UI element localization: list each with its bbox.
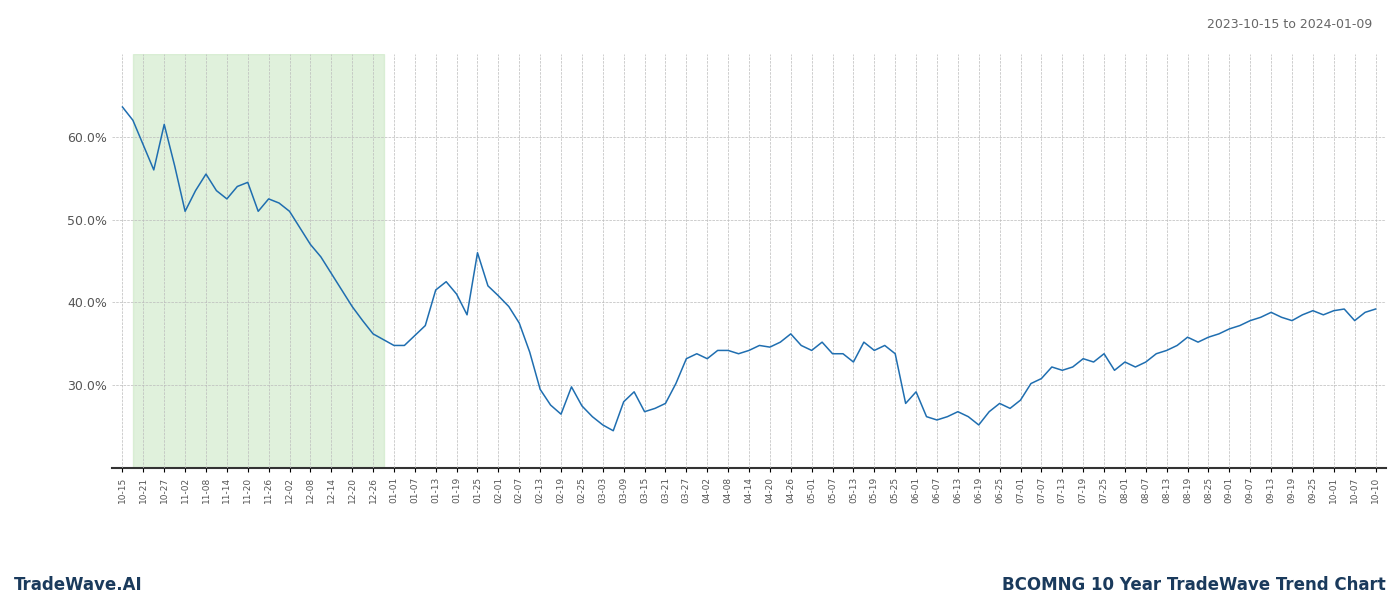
Text: 2023-10-15 to 2024-01-09: 2023-10-15 to 2024-01-09 — [1207, 18, 1372, 31]
Text: TradeWave.AI: TradeWave.AI — [14, 576, 143, 594]
Bar — [133, 54, 384, 468]
Text: BCOMNG 10 Year TradeWave Trend Chart: BCOMNG 10 Year TradeWave Trend Chart — [1002, 576, 1386, 594]
